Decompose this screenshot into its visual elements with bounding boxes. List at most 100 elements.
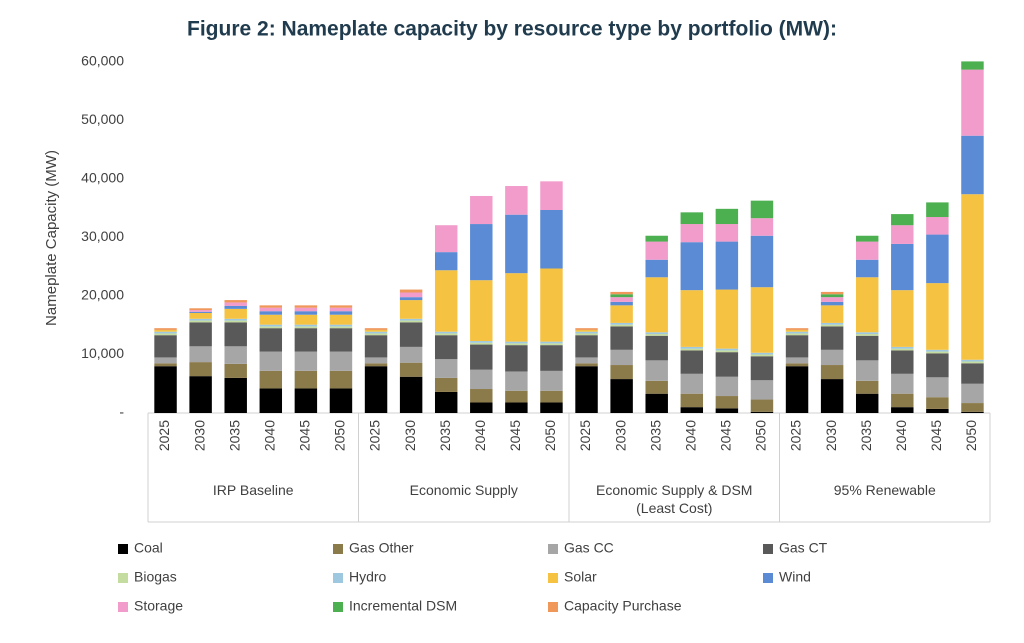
- bar-segment: [540, 343, 563, 346]
- bar-segment: [294, 305, 318, 308]
- bar-segment: [224, 346, 247, 364]
- bar-segment: [680, 373, 704, 394]
- bar-segment: [715, 224, 739, 242]
- bar-segment: [645, 334, 668, 336]
- legend-swatch: [548, 602, 558, 612]
- bar-segment: [715, 289, 739, 349]
- legend-swatch: [548, 573, 558, 583]
- bar-segment: [364, 331, 388, 334]
- bar-segment: [680, 212, 704, 225]
- bar-segment: [259, 307, 283, 312]
- bar-segment: [434, 359, 458, 378]
- bar-segment: [750, 356, 774, 381]
- bar-segment: [505, 345, 528, 372]
- bar-segment: [891, 407, 914, 413]
- bar-segment: [434, 270, 458, 332]
- bar-segment: [891, 243, 914, 291]
- bar-segment: [645, 259, 668, 278]
- x-tick-label: 2045: [507, 420, 523, 451]
- bar-segment: [259, 370, 283, 389]
- bar-segment: [189, 312, 212, 319]
- bar-segment: [820, 305, 844, 323]
- bar-segment: [294, 370, 318, 389]
- bar-segment: [961, 69, 984, 136]
- bar-segment: [259, 305, 283, 308]
- bar-segment: [891, 373, 914, 394]
- bar-segment: [399, 346, 423, 363]
- bar-segment: [715, 348, 739, 351]
- bar-segment: [364, 366, 388, 413]
- y-tick-label: -: [119, 404, 124, 420]
- bar-segment: [540, 181, 563, 211]
- bar-segment: [224, 322, 247, 347]
- x-tick-label: 2030: [402, 420, 418, 451]
- bar-segment: [470, 389, 493, 403]
- bar-segment: [540, 402, 563, 413]
- bar-segment: [785, 366, 809, 413]
- bar-segment: [399, 362, 423, 377]
- bar-segment: [820, 297, 844, 302]
- bar-segment: [891, 214, 914, 226]
- bar-segment: [645, 277, 668, 333]
- bar-segment: [505, 341, 528, 344]
- bar-segment: [926, 283, 949, 350]
- bar-segment: [470, 224, 493, 281]
- bar-segment: [785, 357, 809, 364]
- bar-segment: [364, 363, 388, 367]
- bar-segment: [470, 369, 493, 390]
- bar-segment: [926, 349, 949, 352]
- bar-segment: [610, 305, 633, 323]
- x-tick-label: 2030: [612, 420, 628, 451]
- bar-segment: [399, 322, 423, 347]
- legend-label: Gas CT: [779, 540, 828, 556]
- bar-segment: [926, 202, 949, 218]
- bar-segment: [855, 259, 879, 278]
- bar-segment: [680, 407, 704, 413]
- bar-segment: [750, 352, 774, 355]
- bar-segment: [855, 334, 879, 336]
- bar-segment: [364, 328, 388, 330]
- legend-label: Wind: [779, 569, 811, 585]
- bar-segment: [610, 301, 633, 306]
- y-tick-label: 30,000: [81, 228, 124, 244]
- bar-segment: [750, 200, 774, 219]
- bar-segment: [540, 210, 563, 269]
- legend-swatch: [333, 602, 343, 612]
- legend-swatch: [118, 544, 128, 554]
- legend-swatch: [763, 573, 773, 583]
- bar-segment: [680, 346, 704, 349]
- bar-segment: [820, 294, 844, 298]
- bar-segment: [645, 393, 668, 413]
- x-tick-label: 2040: [472, 420, 488, 451]
- x-tick-label: 2050: [963, 420, 979, 451]
- bar-segment: [750, 218, 774, 236]
- bar-segment: [961, 194, 984, 360]
- bar-segment: [294, 351, 318, 371]
- x-tick-label: 2045: [928, 420, 944, 451]
- bar-segment: [785, 329, 809, 332]
- bar-segment: [399, 320, 423, 323]
- bar-segment: [329, 314, 353, 325]
- bar-segment: [645, 332, 668, 335]
- x-tick-label: 2040: [893, 420, 909, 451]
- bar-segment: [926, 353, 949, 378]
- bar-segment: [785, 331, 809, 334]
- bar-segment: [434, 335, 458, 360]
- bar-segment: [610, 326, 633, 350]
- bar-segment: [259, 311, 283, 315]
- bar-segment: [329, 324, 353, 327]
- bar-segment: [926, 408, 949, 413]
- bar-segment: [926, 234, 949, 284]
- bar-segment: [399, 300, 423, 319]
- bar-segment: [820, 324, 844, 327]
- bar-segment: [505, 390, 528, 403]
- bar-segment: [329, 307, 353, 312]
- bar-segment: [505, 343, 528, 346]
- bar-segment: [610, 297, 633, 302]
- bar-segment: [259, 314, 283, 325]
- bar-segment: [294, 328, 318, 352]
- bar-segment: [224, 320, 247, 323]
- bar-segment: [575, 357, 598, 364]
- bar-segment: [189, 322, 212, 347]
- y-tick-label: 50,000: [81, 111, 124, 127]
